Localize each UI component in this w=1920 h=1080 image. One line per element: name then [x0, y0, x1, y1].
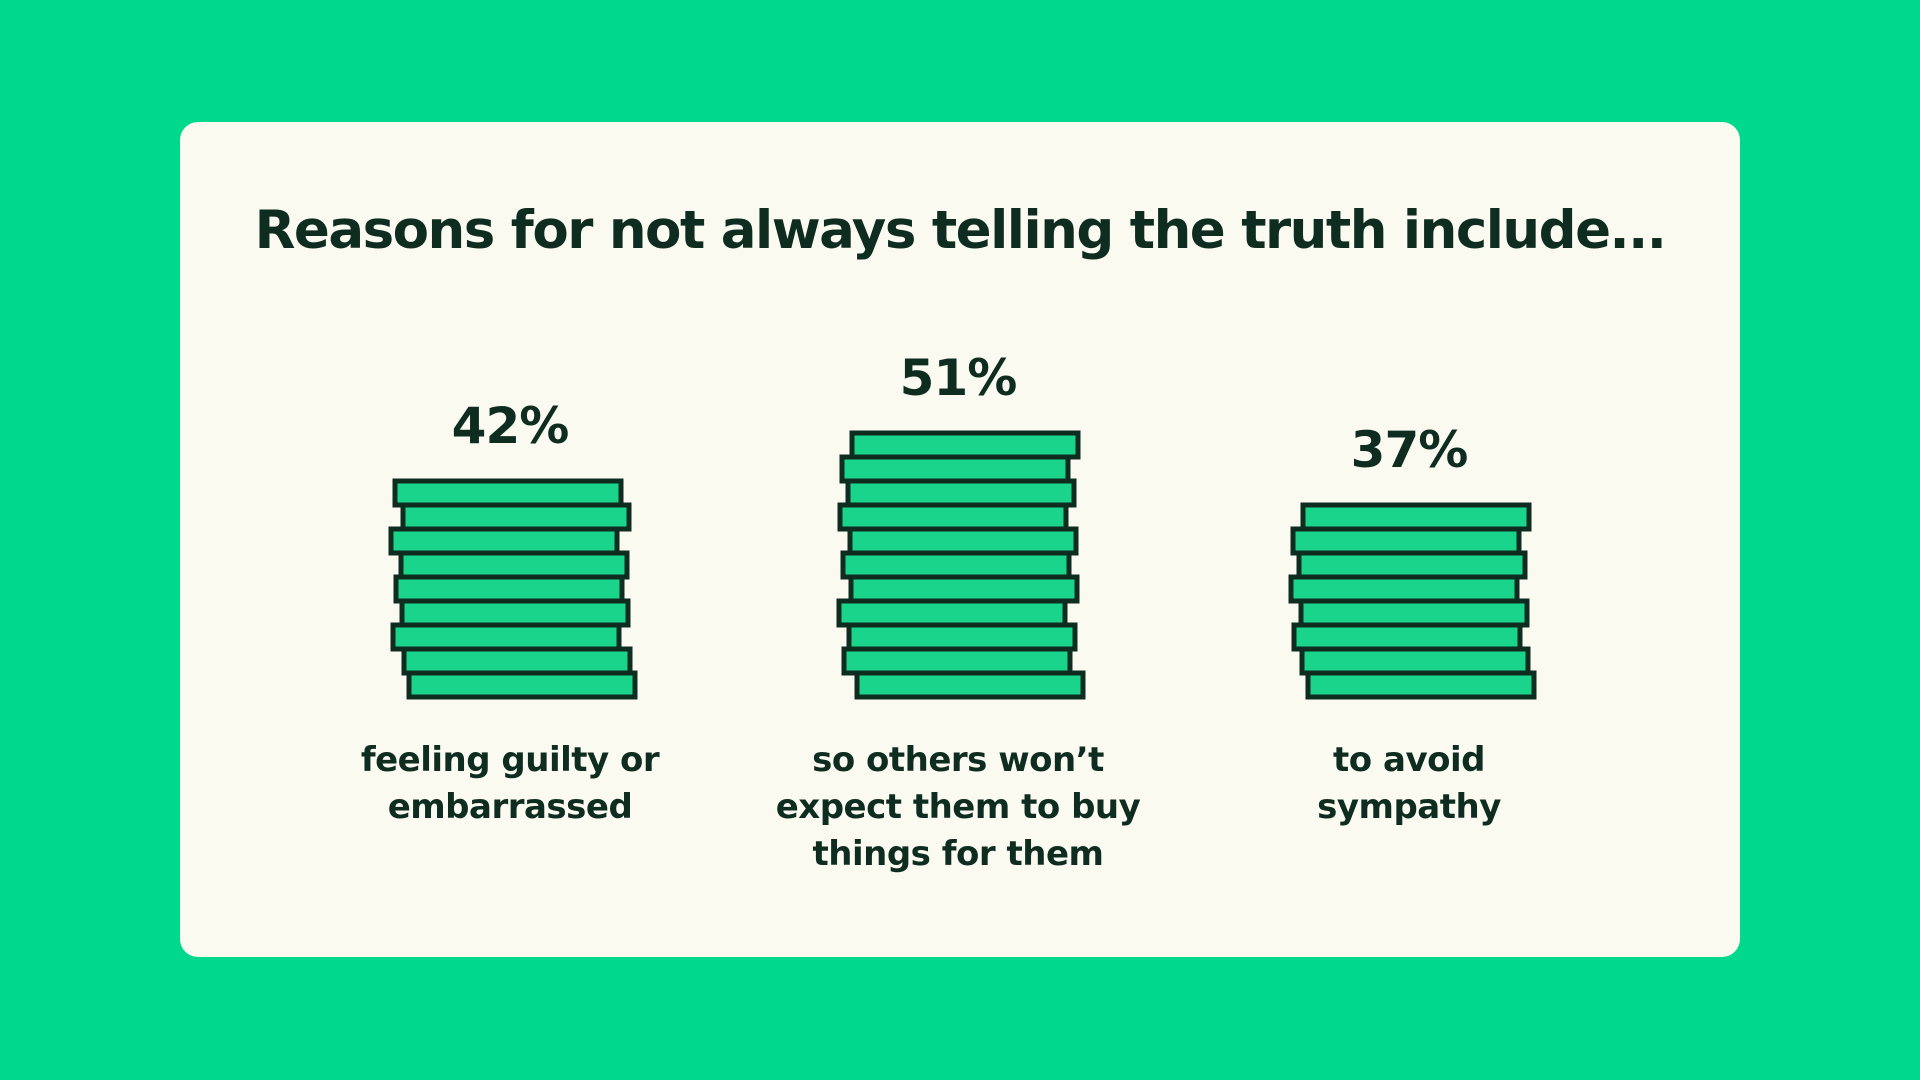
- coin-bar-1-coin-8: [400, 502, 632, 532]
- coin-bar-2-coin-8: [837, 502, 1069, 532]
- coin-bar-3-coin-2: [1299, 646, 1531, 676]
- coin-bar-2-coin-6: [840, 550, 1072, 580]
- coin-bar-1-coin-9: [392, 478, 624, 508]
- coin-bar-1-coin-5: [393, 574, 625, 604]
- category-label-2-line-3: things for them: [812, 834, 1104, 874]
- coin-bar-1-coin-2: [401, 646, 633, 676]
- value-label-3: 37%: [1351, 421, 1468, 479]
- coin-bar-2-coin-2: [841, 646, 1073, 676]
- coin-bar-2-coin-4: [836, 598, 1068, 628]
- category-label-1: feeling guilty or embarrassed: [300, 737, 720, 831]
- coin-bar-2-coin-10: [839, 454, 1071, 484]
- coin-bar-2-coin-3: [846, 622, 1078, 652]
- coin-bar-3-coin-1: [1305, 670, 1537, 700]
- coin-bar-1-coin-4: [399, 598, 631, 628]
- category-label-1-line-2: embarrassed: [387, 787, 633, 827]
- coin-bar-1-coin-6: [398, 550, 630, 580]
- coin-bar-3-coin-4: [1298, 598, 1530, 628]
- coin-bar-2-coin-9: [845, 478, 1077, 508]
- coin-bar-2-coin-7: [847, 526, 1079, 556]
- category-label-2-line-2: expect them to buy: [775, 787, 1141, 827]
- coin-bar-3-coin-5: [1288, 574, 1520, 604]
- category-label-2-line-1: so others won’t: [812, 740, 1104, 780]
- coin-bar-2-coin-1: [854, 670, 1086, 700]
- coin-bar-1-coin-1: [406, 670, 638, 700]
- category-label-3: to avoid sympathy: [1199, 737, 1619, 831]
- coin-bar-2-coin-11: [849, 430, 1081, 460]
- coin-bar-1-coin-7: [388, 526, 620, 556]
- category-label-2: so others won’t expect them to buy things …: [748, 737, 1168, 878]
- category-label-3-line-1: to avoid: [1333, 740, 1485, 780]
- category-label-1-line-1: feeling guilty or: [360, 740, 660, 780]
- chart-title: Reasons for not always telling the truth…: [254, 200, 1667, 261]
- coin-bar-2-coin-5: [848, 574, 1080, 604]
- coin-bar-3-coin-8: [1300, 502, 1532, 532]
- coin-bar-1-coin-3: [390, 622, 622, 652]
- coin-bar-3-coin-7: [1290, 526, 1522, 556]
- coin-bar-3-coin-6: [1296, 550, 1528, 580]
- value-label-1: 42%: [452, 397, 569, 455]
- coin-bar-3-coin-3: [1291, 622, 1523, 652]
- value-label-2: 51%: [900, 349, 1017, 407]
- category-label-3-line-2: sympathy: [1317, 787, 1501, 827]
